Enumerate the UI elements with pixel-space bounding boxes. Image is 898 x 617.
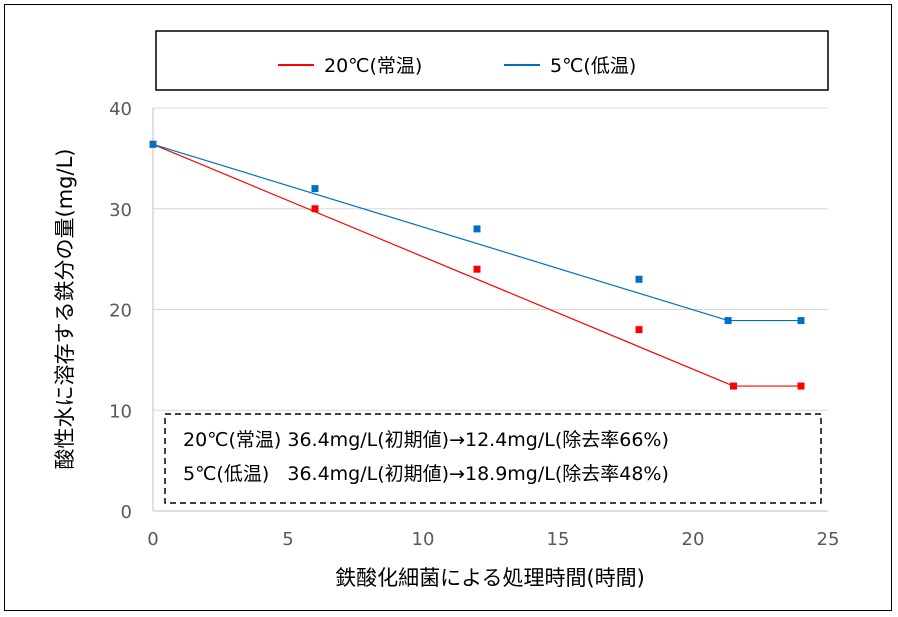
data-point-s0-p3	[635, 326, 643, 334]
legend-box	[155, 30, 829, 91]
x-tick-label: 20	[682, 529, 705, 550]
x-tick-label: 0	[147, 529, 158, 550]
chart-frame	[4, 4, 892, 611]
series-line-1	[152, 143, 801, 322]
x-tick-label: 25	[817, 529, 840, 550]
data-point-s0-p5	[797, 382, 805, 390]
annotation-line-2: 5℃(低温) 36.4mg/L(初期値)→18.9mg/L(除去率48%)	[183, 463, 669, 485]
gridlines	[153, 107, 828, 411]
data-point-s1-p4	[724, 317, 732, 325]
x-tick-label: 15	[547, 529, 570, 550]
y-tick-label: 40	[109, 99, 132, 120]
x-tick-label: 10	[412, 529, 435, 550]
x-tick-label: 5	[282, 529, 293, 550]
y-tick-label: 0	[121, 502, 132, 523]
annotation-box	[164, 413, 822, 504]
data-point-s1-p2	[473, 225, 481, 233]
data-point-s0-p4	[730, 382, 737, 390]
series-layer	[149, 140, 805, 390]
x-tick-labels: 0 5 10 15 20 25	[147, 529, 839, 550]
annotation-line-1: 20℃(常温) 36.4mg/L(初期値)→12.4mg/L(除去率66%)	[183, 429, 669, 451]
legend: 20℃(常温) 5℃(低温)	[278, 55, 636, 77]
legend-label-1: 5℃(低温)	[550, 55, 636, 77]
data-point-s1-p5	[797, 317, 805, 325]
data-point-s1-p1	[311, 185, 319, 193]
y-tick-label: 10	[109, 401, 132, 422]
data-point-s1-p0	[149, 140, 157, 148]
data-point-s0-p1	[311, 205, 319, 213]
y-axis-title: 酸性水に溶存する鉄分の量(mg/L)	[53, 149, 77, 470]
y-tick-label: 20	[109, 301, 132, 322]
series-line-0	[152, 143, 801, 387]
data-point-s0-p2	[473, 265, 481, 273]
legend-label-0: 20℃(常温)	[324, 55, 422, 77]
y-tick-labels: 0 10 20 30 40	[109, 99, 132, 523]
y-tick-label: 30	[109, 200, 132, 221]
data-point-s1-p3	[635, 275, 643, 283]
x-axis-title: 鉄酸化細菌による処理時間(時間)	[335, 566, 645, 590]
